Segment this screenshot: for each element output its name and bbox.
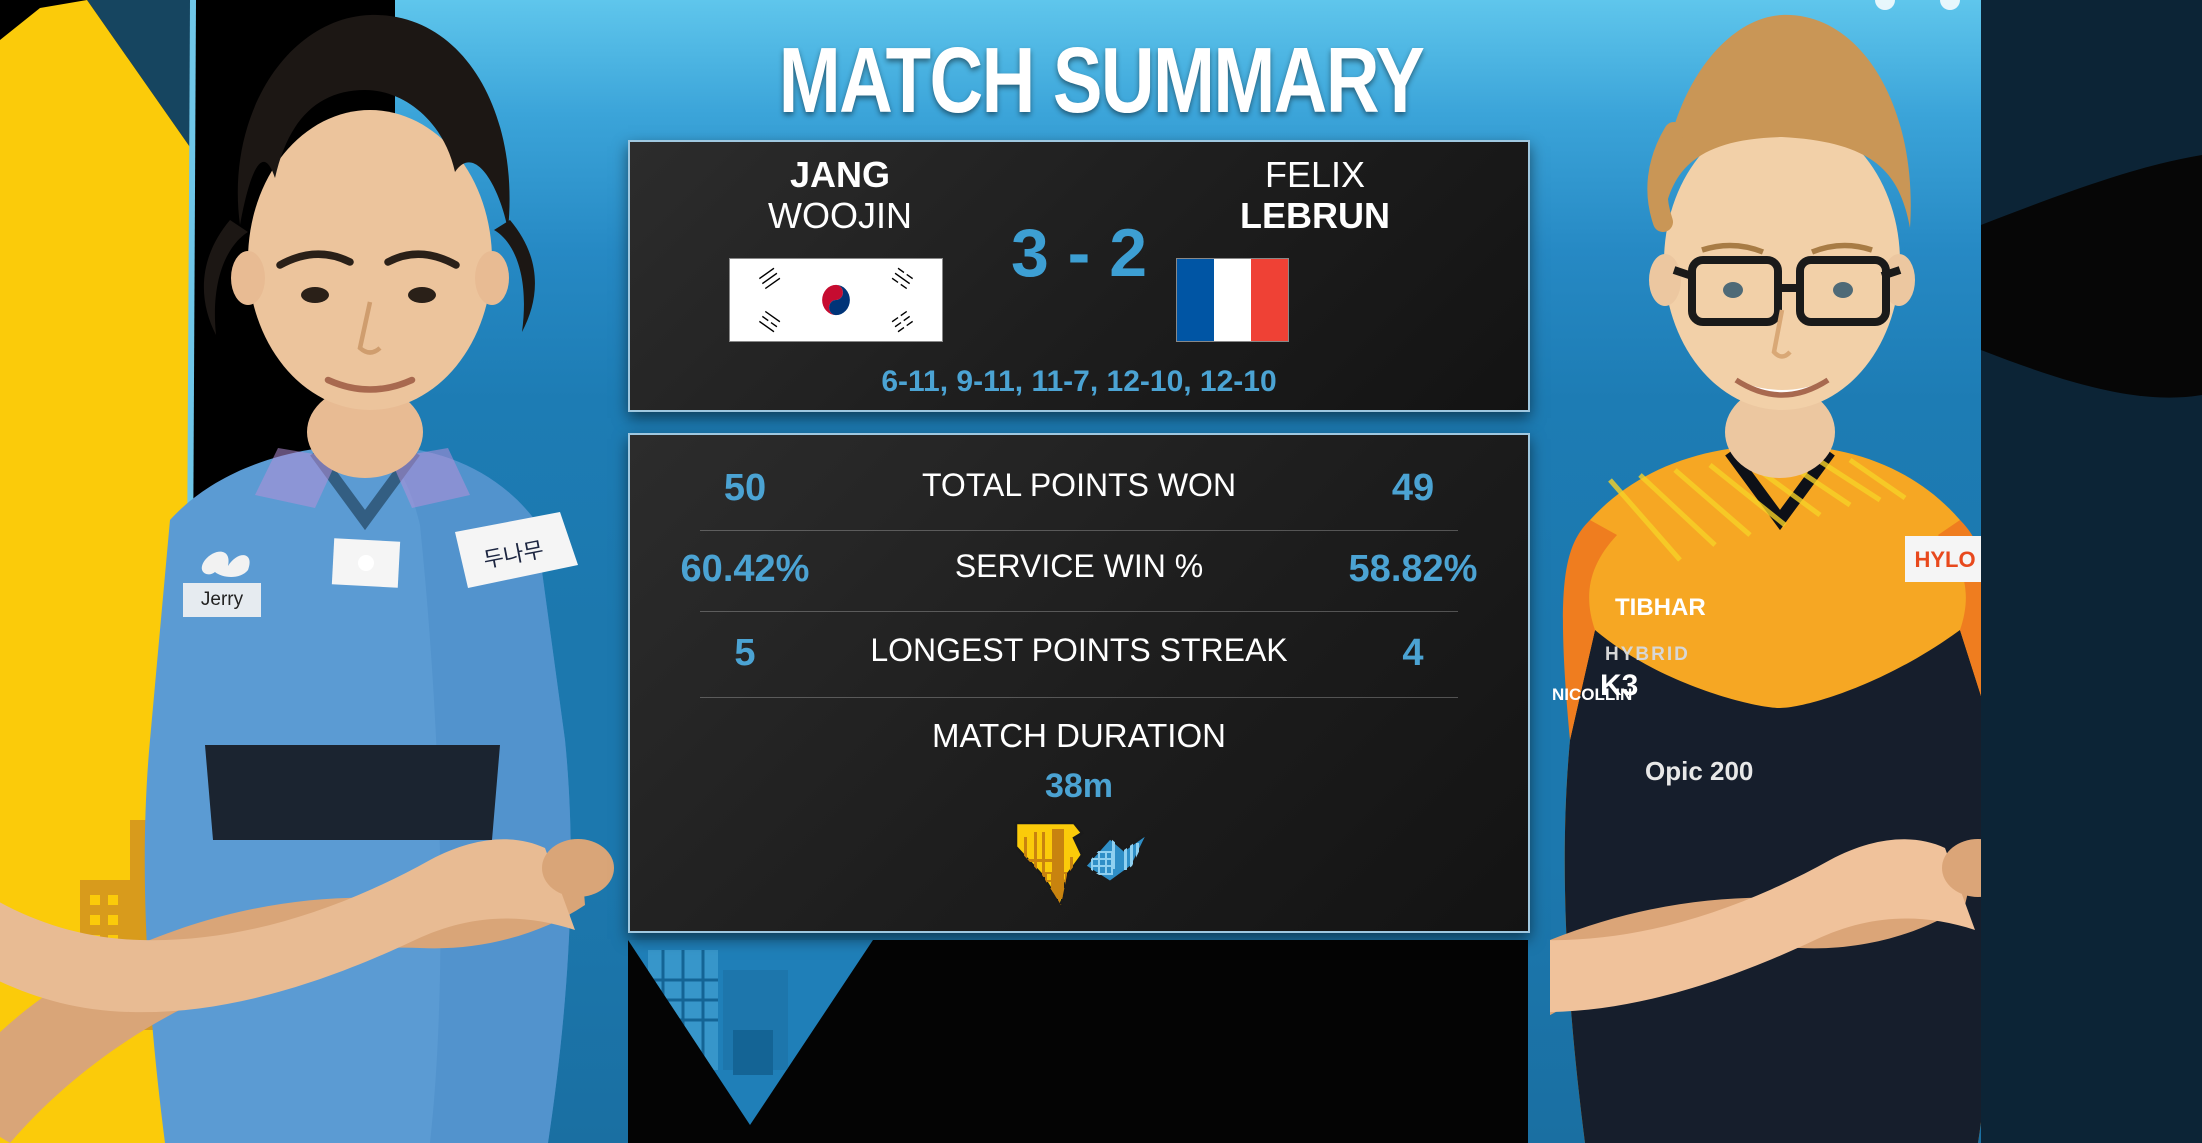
svg-text:TIBHAR: TIBHAR	[1615, 594, 1706, 621]
svg-text:K3: K3	[1600, 669, 1638, 702]
svg-text:Opic 200: Opic 200	[1645, 756, 1753, 786]
svg-text:Jerry: Jerry	[201, 589, 244, 610]
svg-text:HYBRID: HYBRID	[1605, 644, 1690, 665]
svg-text:HYLO: HYLO	[1914, 547, 1975, 572]
